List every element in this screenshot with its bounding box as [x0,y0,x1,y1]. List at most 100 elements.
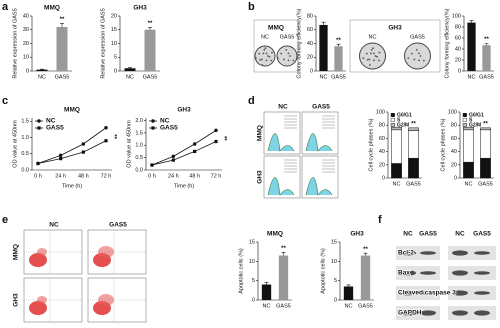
legend-marker [37,126,41,130]
x-axis-label: Time (h) [174,183,194,189]
bar [482,45,491,71]
colony [258,52,261,55]
y-tick-label: 100 [448,109,457,115]
blot-band [452,290,468,296]
y-tick-label: 0 [334,297,337,303]
colony [287,52,290,55]
image-title: GH3 [388,25,402,32]
blot-row-label: Bax [398,270,410,277]
error-bar [469,20,474,23]
blot-band [400,290,416,296]
x-tick-label: NC [345,303,353,309]
colony-plate [276,45,298,67]
colony [268,55,271,58]
bar [261,284,272,300]
y-tick-label: 0.5 [135,155,143,161]
x-tick-label: NC [320,74,328,80]
x-tick-label: GAS5 [406,181,421,187]
cell-cluster [37,296,47,304]
histogram-peak [305,177,333,196]
blot-column-label: GAS5 [473,231,491,238]
y-axis-label: Apoptotic cells (%) [320,248,326,294]
colony [287,59,290,62]
x-tick-label: NC [468,74,476,80]
blot-band [452,310,468,316]
line-point [36,161,40,166]
x-tick-label: NC [393,181,401,187]
legend-label: G2/M [397,122,409,128]
bar-segment [391,126,402,131]
image-row-label: GH3 [257,170,264,184]
colony [418,52,420,55]
error-bar [321,21,326,25]
line-point [58,153,63,158]
colony [370,52,372,55]
colony [270,59,273,62]
bar-segment [480,129,491,159]
colony [263,48,266,51]
y-tick-label: 1.0 [21,135,29,141]
y-axis-label: Cell cycle phases (%) [368,118,374,171]
blot-strip [396,246,440,260]
y-tick-label: 15 [331,239,337,245]
significance: ** [220,136,226,141]
blot-band [400,250,416,256]
colony [261,64,264,66]
y-tick-label: 1.0 [135,143,143,149]
error-bar [363,252,368,256]
y-tick-label: 2.0 [135,118,143,124]
blot-band [420,310,436,316]
legend-marker [37,119,41,123]
cell-cluster [29,253,47,267]
error-bar [128,67,132,69]
y-tick-label: 0 [252,297,255,303]
image-frame [253,19,299,73]
colony [422,59,425,62]
y-tick-label: 5 [252,278,255,284]
image-column-label: NC [369,34,377,40]
colony [280,52,283,55]
bar-segment [480,127,491,131]
line-point [150,163,154,167]
blot-band [420,271,436,275]
blot-band [474,251,490,255]
y-tick-label: 1.5 [135,130,143,136]
y-tick-label: 60 [307,27,313,33]
image-row-label: MMQ [13,244,20,260]
bar-segment [463,161,474,179]
x-tick-label: 24 h [168,173,179,179]
cell-cluster [37,248,47,256]
y-tick-label: 60 [379,136,385,142]
y-tick-label: 15 [249,239,255,245]
colony [285,48,288,51]
colony [264,47,267,50]
colony [369,64,371,66]
image-column-label: GAS5 [410,34,425,40]
line [37,140,107,164]
x-tick-label: GAS5 [55,74,70,80]
x-tick-label: GAS5 [276,303,291,309]
y-tick-label: 30 [23,27,29,33]
y-tick-label: 20 [23,41,29,47]
legend-label: G0/G1 [397,112,412,118]
significance: ** [336,38,341,44]
chart-title: GH3 [133,5,147,12]
y-tick-label: 40 [455,46,461,52]
error-bar [264,282,269,285]
image-column-label: GAS5 [312,104,330,111]
image-title: MMQ [268,25,284,32]
colony [265,52,268,55]
bar-segment [463,129,474,163]
colony [378,51,381,54]
bar-segment [408,130,419,159]
panel-label: e [2,214,8,226]
colony [376,55,378,58]
x-tick-label: 48 h [189,173,200,179]
y-tick-label: 100 [452,13,461,19]
blot-strip [396,266,440,280]
colony-plate [254,45,276,67]
bar [36,69,48,71]
significance: ** [110,134,116,139]
significance: ** [60,17,65,23]
